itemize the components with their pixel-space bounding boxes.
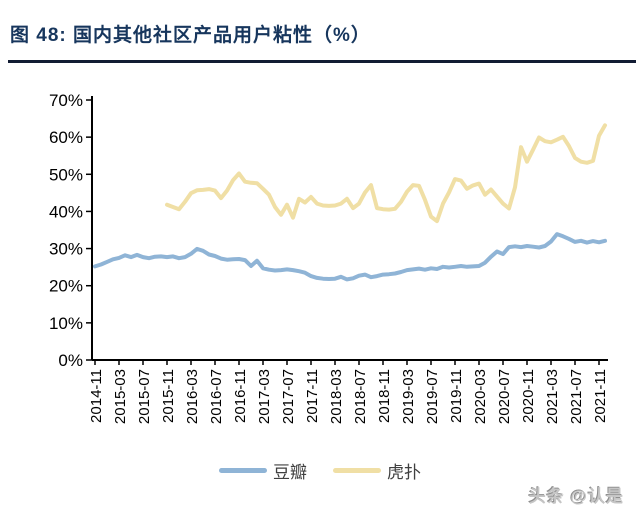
x-tick-label: 2016-03 [184,369,201,424]
x-tick-label: 2021-03 [544,369,561,424]
x-tick-label: 2019-11 [448,369,465,423]
y-tick-label: 60% [49,128,83,147]
series-line-0 [93,232,607,282]
y-tick-label: 50% [49,165,83,184]
series-line-1 [165,123,607,224]
chart-legend: 豆瓣 虎扑 [0,458,640,483]
x-tick-label: 2021-07 [568,369,585,424]
y-tick-label: 20% [49,277,83,296]
title-divider [8,60,636,63]
x-tick-label: 2017-07 [280,369,297,424]
legend-item-hupu: 虎扑 [333,458,421,483]
x-tick-label: 2018-11 [376,369,393,423]
x-tick-label: 2018-03 [328,369,345,424]
legend-item-douban: 豆瓣 [219,458,307,483]
line-chart: 0% 10% 20% 30% 40% 50% 60% 70% 2014-11 2015-03 201… [0,72,640,450]
x-tick-label: 2021-11 [592,369,609,423]
watermark: 头条 @认是 [528,487,624,506]
legend-label-douban: 豆瓣 [273,463,307,482]
douban-line-swatch [219,468,267,473]
y-tick-label: 10% [49,314,83,333]
x-tick-label: 2017-03 [256,369,273,424]
x-tick-label: 2016-11 [232,369,249,423]
figure-title: 图 48: 国内其他社区产品用户粘性（%） [10,25,371,46]
x-tick-label: 2019-03 [400,369,417,424]
legend-label-hupu: 虎扑 [387,463,421,482]
y-tick-label: 70% [49,91,83,110]
y-tick-label: 0% [58,351,83,370]
x-tick-label: 2015-11 [160,369,177,423]
x-tick-label: 2017-11 [304,369,321,423]
x-tick-label: 2015-07 [136,369,153,424]
hupu-line-swatch [333,468,381,473]
x-tick-label: 2016-07 [208,369,225,424]
x-tick-label: 2020-07 [496,369,513,424]
x-tick-label: 2019-07 [424,369,441,424]
x-tick-label: 2018-07 [352,369,369,424]
chart-canvas: 0% 10% 20% 30% 40% 50% 60% 70% 2014-11 2015-03 201… [49,91,609,424]
x-tick-label: 2015-03 [112,369,129,424]
y-tick-label: 40% [49,202,83,221]
x-tick-label: 2020-03 [472,369,489,424]
y-tick-label: 30% [49,240,83,259]
x-tick-label: 2014-11 [88,369,105,423]
x-tick-label: 2020-11 [520,369,537,423]
